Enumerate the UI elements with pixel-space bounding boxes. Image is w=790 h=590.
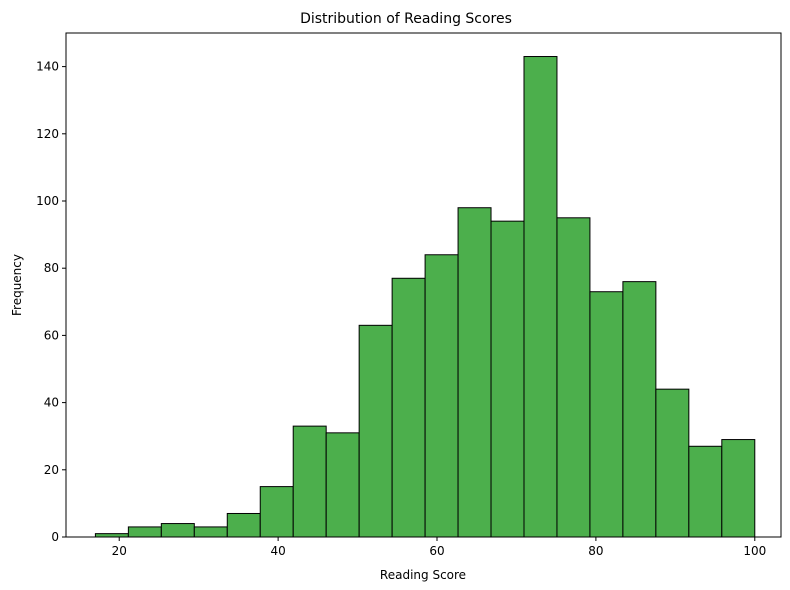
- y-tick-label: 40: [44, 396, 59, 410]
- y-tick-label: 20: [44, 463, 59, 477]
- histogram-bar: [622, 281, 657, 538]
- histogram-bar: [325, 432, 360, 538]
- y-tick-label: 100: [36, 194, 59, 208]
- y-axis: 0 20 40 60 80 100 120 140: [36, 60, 66, 544]
- histogram-bar: [589, 291, 624, 538]
- x-tick-label: 40: [270, 544, 285, 558]
- histogram-bar: [556, 217, 591, 538]
- histogram-bar: [226, 512, 261, 538]
- histogram-bar: [424, 254, 459, 538]
- histogram-bar: [721, 439, 756, 538]
- bars-group: [94, 56, 756, 538]
- chart-title: Distribution of Reading Scores: [300, 11, 512, 27]
- histogram-bar: [688, 445, 723, 538]
- histogram-bar: [259, 486, 294, 538]
- y-tick-label: 80: [44, 261, 59, 275]
- x-axis: 20 40 60 80 100: [112, 537, 766, 558]
- histogram-bar: [391, 277, 426, 538]
- y-tick-label: 60: [44, 328, 59, 342]
- y-tick-label: 0: [51, 530, 59, 544]
- histogram-bar: [490, 220, 525, 538]
- histogram-bar: [457, 207, 492, 538]
- x-axis-label: Reading Score: [380, 568, 466, 582]
- histogram-bar: [523, 56, 558, 538]
- x-tick-label: 20: [112, 544, 127, 558]
- y-tick-label: 140: [36, 60, 59, 74]
- plot-frame: [65, 32, 782, 538]
- histogram-bar: [127, 526, 162, 538]
- y-tick-label: 120: [36, 127, 59, 141]
- y-axis-label: Frequency: [10, 254, 24, 316]
- x-tick-label: 60: [429, 544, 444, 558]
- histogram-bar: [160, 523, 195, 538]
- histogram-bar: [193, 526, 228, 538]
- x-tick-label: 80: [588, 544, 603, 558]
- histogram-bar: [292, 425, 327, 538]
- histogram-bar: [94, 533, 129, 538]
- histogram-bar: [358, 324, 393, 538]
- x-tick-label: 100: [743, 544, 766, 558]
- histogram-bar: [655, 388, 690, 538]
